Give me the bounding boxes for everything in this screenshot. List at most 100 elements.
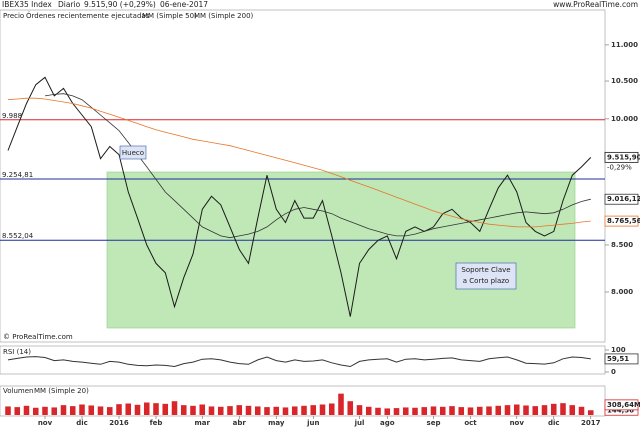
volume-bar bbox=[5, 406, 11, 415]
volume-bar bbox=[291, 406, 298, 415]
volume-bar bbox=[476, 406, 483, 415]
volume-bar bbox=[32, 407, 39, 415]
x-tick-label: nov bbox=[38, 419, 53, 427]
volume-bar bbox=[560, 403, 566, 415]
range-box bbox=[106, 171, 576, 329]
y-tick-label: 10.500 bbox=[611, 77, 638, 85]
volume-bar bbox=[60, 405, 67, 415]
volume-bar bbox=[88, 405, 95, 415]
volume-bar bbox=[199, 404, 206, 415]
volume-bar bbox=[217, 406, 224, 415]
x-tick-label: dic bbox=[548, 419, 560, 427]
panel-title: Volumen bbox=[3, 387, 33, 395]
volume-bar bbox=[236, 405, 243, 415]
site: www.ProRealTime.com bbox=[553, 0, 638, 9]
volume-bar bbox=[421, 407, 428, 415]
date: 06-ene-2017 bbox=[160, 0, 208, 9]
symbol: IBEX35 Index bbox=[2, 0, 52, 9]
period: Diario bbox=[58, 0, 81, 9]
x-tick-label: 2016 bbox=[109, 419, 129, 427]
legend-entry: Precio bbox=[3, 12, 24, 20]
annotation: Hueco bbox=[122, 149, 144, 157]
legend-entry: MM (Simple 200) bbox=[194, 12, 254, 20]
volume-bar bbox=[79, 404, 85, 415]
x-tick-label: jun bbox=[306, 419, 319, 427]
volume-bar bbox=[162, 403, 169, 415]
panel-title: RSI (14) bbox=[3, 348, 31, 356]
y-tick-label: 10.000 bbox=[611, 115, 638, 123]
volume-bar bbox=[51, 407, 58, 415]
volume-bar bbox=[532, 406, 539, 415]
volume-bar bbox=[273, 406, 280, 415]
annotation-box bbox=[455, 262, 517, 290]
volume-bar bbox=[365, 406, 372, 415]
y-tick-label: 8.000 bbox=[611, 288, 633, 296]
volume-bar bbox=[42, 406, 48, 415]
volume-bar bbox=[208, 406, 215, 415]
volume-bar bbox=[153, 403, 159, 415]
value-tag-label: 9.016,12 bbox=[607, 195, 640, 203]
volume-bar bbox=[254, 406, 261, 415]
annotation: Soporte Clave bbox=[461, 266, 510, 274]
value-tag-label: 308,64M bbox=[607, 401, 640, 409]
volume-bar bbox=[143, 402, 150, 415]
legend-entry: MM (Simple 50) bbox=[142, 12, 197, 20]
annotations: Hueco Soporte Clave a Corto plazo bbox=[119, 145, 517, 290]
volume-bar bbox=[171, 401, 178, 415]
value-tag-label: 9.515,90 bbox=[607, 153, 640, 161]
series-line bbox=[7, 97, 591, 228]
legend-entry: Órdenes recientemente ejecutadas bbox=[26, 11, 150, 20]
volume-bar bbox=[328, 403, 335, 415]
volume-bar bbox=[587, 410, 594, 415]
level-label: 9.254,81 bbox=[2, 171, 33, 179]
volume-bar bbox=[23, 405, 30, 415]
x-tick-label: may bbox=[268, 419, 285, 427]
volume-bar bbox=[430, 406, 437, 415]
price-panel bbox=[0, 9, 606, 343]
volume-bar bbox=[449, 406, 455, 415]
x-tick-label: 2017 bbox=[581, 419, 601, 427]
volume-bar bbox=[578, 406, 585, 415]
value-tag bbox=[604, 215, 639, 227]
x-tick-label: feb bbox=[150, 419, 163, 427]
volume-bar bbox=[384, 408, 391, 415]
volume-bar bbox=[375, 407, 381, 415]
y-tick-label: 0 bbox=[611, 368, 616, 376]
change-label: -0,29% bbox=[607, 163, 632, 171]
volume-bar bbox=[264, 407, 270, 415]
value-tag bbox=[604, 193, 639, 205]
x-tick-label: abr bbox=[233, 419, 247, 427]
volume-bar bbox=[245, 405, 252, 415]
x-tick-label: nov bbox=[510, 419, 525, 427]
copyright: © ProRealTime.com bbox=[3, 333, 73, 341]
quote: 9.515,90 (+0,29%) bbox=[84, 0, 156, 9]
volume-bar bbox=[393, 408, 400, 415]
volume-bar bbox=[134, 404, 141, 415]
level-label: 9.988 bbox=[2, 112, 22, 120]
series-line bbox=[7, 76, 592, 317]
volume-bar bbox=[486, 406, 492, 415]
annotation-box bbox=[119, 145, 147, 160]
y-tick-label: 100 bbox=[611, 346, 626, 354]
volume-bar bbox=[69, 406, 76, 415]
value-tag-label: 59,51 bbox=[607, 355, 629, 363]
volume-bar bbox=[14, 407, 21, 415]
volume-bar bbox=[190, 405, 196, 415]
volume-bar bbox=[504, 405, 511, 415]
x-tick-label: sep bbox=[427, 419, 441, 427]
volume-bar bbox=[439, 406, 446, 415]
volume-bar bbox=[347, 401, 354, 415]
annotation: a Corto plazo bbox=[463, 277, 509, 285]
x-tick-label: mar bbox=[195, 419, 211, 427]
volume-bar bbox=[301, 405, 307, 415]
volume-bar bbox=[97, 406, 104, 415]
volume-bar bbox=[319, 404, 326, 415]
volume-bar bbox=[467, 407, 474, 415]
value-tag bbox=[604, 151, 639, 163]
x-tick-label: jul bbox=[354, 419, 365, 427]
value-tag-label: 8.765,56 bbox=[607, 217, 640, 225]
volume-bar bbox=[458, 407, 465, 415]
volume-bar bbox=[125, 403, 132, 415]
volume-bar bbox=[116, 404, 122, 415]
